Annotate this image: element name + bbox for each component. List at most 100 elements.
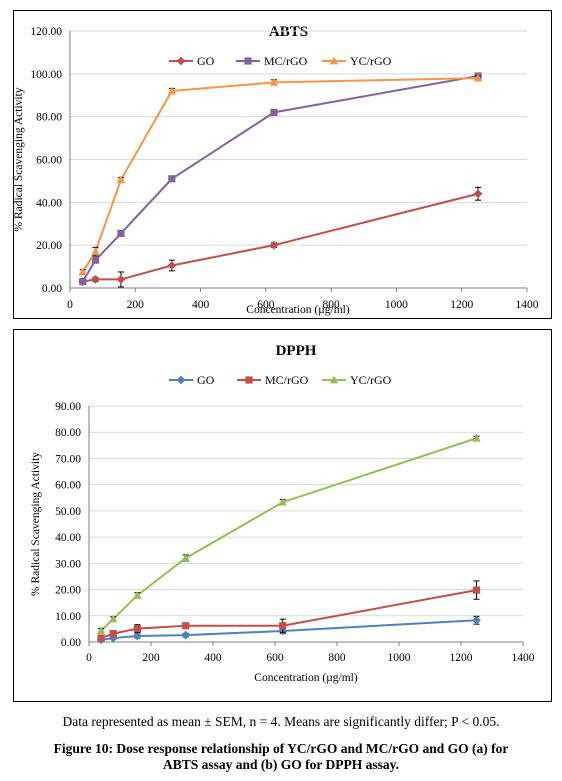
- data-point: [269, 240, 279, 250]
- data-point: [96, 626, 106, 635]
- data-point: [133, 625, 141, 633]
- data-point: [278, 497, 287, 506]
- figure-caption-line-1: Figure 10: Dose response relationship of…: [53, 741, 509, 756]
- x-tick-label: 1400: [516, 299, 539, 311]
- y-tick-label: 0.00: [61, 637, 81, 649]
- data-point: [473, 73, 483, 82]
- data-point: [181, 553, 190, 562]
- data-point: [116, 275, 126, 284]
- x-tick-label: 1200: [450, 299, 473, 311]
- y-tick-label: 60.00: [36, 155, 62, 167]
- x-tick-label: 600: [266, 652, 284, 664]
- y-axis-label: % Radical Scavenging Activity: [13, 87, 25, 231]
- data-point: [78, 267, 87, 276]
- y-tick-label: 20.00: [36, 240, 62, 252]
- data-point: [133, 590, 142, 599]
- data-point: [91, 256, 100, 264]
- y-tick-label: 40.00: [36, 197, 62, 209]
- y-tick-label: 30.00: [55, 558, 81, 570]
- y-tick-label: 100.00: [30, 69, 62, 81]
- dpph-chart-panel: DPPH 0.00 10.00 20.00 30.00 40.00 50.00 60.00 70…: [13, 329, 552, 702]
- series-line: [81, 74, 479, 283]
- data-point: [167, 261, 177, 270]
- x-tick-label: 800: [328, 652, 346, 664]
- abts-chart-panel: ABTS 0.00 20.00 40.00 60.00 80.00 100.00 120.00…: [13, 10, 552, 319]
- series-line: [100, 619, 477, 641]
- x-tick-label: 0: [67, 299, 73, 311]
- data-point: [109, 630, 117, 638]
- y-tick-label: 70.00: [55, 453, 81, 465]
- data-point: [270, 108, 278, 116]
- data-point: [108, 614, 118, 623]
- series-yc-rgo: [78, 73, 483, 276]
- data-point: [91, 247, 100, 255]
- x-tick-label: 200: [127, 299, 145, 311]
- x-tick-label: 1200: [450, 652, 473, 664]
- y-tick-label: 0.00: [42, 283, 62, 295]
- data-point: [132, 631, 142, 641]
- figure-caption-line-2: ABTS assay and (b) GO for DPPH assay.: [162, 757, 400, 772]
- legend-marker: [176, 375, 186, 385]
- legend-label: YC/rGO: [350, 54, 392, 68]
- data-point: [117, 229, 125, 237]
- data-point: [168, 175, 176, 183]
- legend-marker: [244, 57, 252, 65]
- chart-title: ABTS: [269, 24, 308, 40]
- series-yc-rgo: [96, 433, 481, 635]
- x-tick-label: 0: [86, 652, 92, 664]
- y-tick-label: 40.00: [55, 532, 81, 544]
- x-tick-label: 400: [204, 652, 222, 664]
- series-mc-rgo: [97, 580, 481, 642]
- data-point: [91, 275, 100, 284]
- footnote: Data represented as mean ± SEM, n = 4. M…: [62, 714, 500, 729]
- data-point: [473, 189, 483, 199]
- x-tick-label: 400: [192, 299, 210, 311]
- series-mc-rgo: [79, 72, 482, 286]
- y-axis-label: % Radical Scavenging Activity: [30, 452, 42, 596]
- x-tick-label: 800: [323, 299, 341, 311]
- x-tick-label: 1000: [388, 652, 411, 664]
- x-tick-label: 600: [257, 299, 275, 311]
- y-tick-label: 120.00: [30, 26, 62, 38]
- legend-label: GO: [197, 54, 215, 68]
- abts-chart: ABTS 0.00 20.00 40.00 60.00 80.00 100.00 120.00…: [13, 24, 539, 316]
- data-point: [181, 630, 191, 640]
- data-point: [167, 86, 177, 95]
- data-point: [182, 622, 190, 630]
- legend-label: MC/rGO: [264, 54, 308, 68]
- series-line: [100, 437, 477, 632]
- legend-marker: [329, 375, 339, 384]
- x-axis-label: Concentration (µg/ml): [246, 304, 350, 316]
- series-line: [82, 192, 479, 283]
- data-point: [279, 622, 287, 630]
- data-point: [472, 433, 481, 442]
- x-tick-label: 200: [142, 652, 160, 664]
- data-point: [108, 633, 118, 643]
- series-go: [96, 615, 481, 645]
- dpph-chart: DPPH 0.00 10.00 20.00 30.00 40.00 50.00 60.00 70…: [30, 343, 535, 684]
- y-tick-label: 10.00: [55, 611, 81, 623]
- y-tick-label: 50.00: [55, 506, 81, 518]
- legend-label: YC/rGO: [350, 373, 392, 387]
- y-tick-label: 90.00: [55, 401, 81, 413]
- y-tick-label: 20.00: [55, 585, 81, 597]
- data-point: [79, 277, 87, 286]
- data-point: [472, 586, 481, 594]
- figure-caption: Figure 10: Dose response relationship of…: [0, 741, 562, 773]
- legend-label: GO: [197, 373, 215, 387]
- legend-marker: [176, 56, 186, 66]
- x-tick-label: 1400: [512, 652, 535, 664]
- data-point: [116, 175, 126, 184]
- y-tick-label: 60.00: [55, 480, 81, 492]
- legend-marker: [245, 376, 253, 384]
- x-axis-label: Concentration (µg/ml): [254, 672, 358, 684]
- data-point: [97, 634, 105, 642]
- data-point: [269, 78, 279, 86]
- y-tick-label: 80.00: [55, 427, 81, 439]
- y-tick-label: 80.00: [36, 112, 62, 124]
- legend-marker: [329, 56, 339, 65]
- legend-label: MC/rGO: [265, 373, 309, 387]
- chart-title: DPPH: [276, 343, 317, 359]
- data-point: [472, 615, 481, 625]
- x-tick-label: 1000: [385, 299, 408, 311]
